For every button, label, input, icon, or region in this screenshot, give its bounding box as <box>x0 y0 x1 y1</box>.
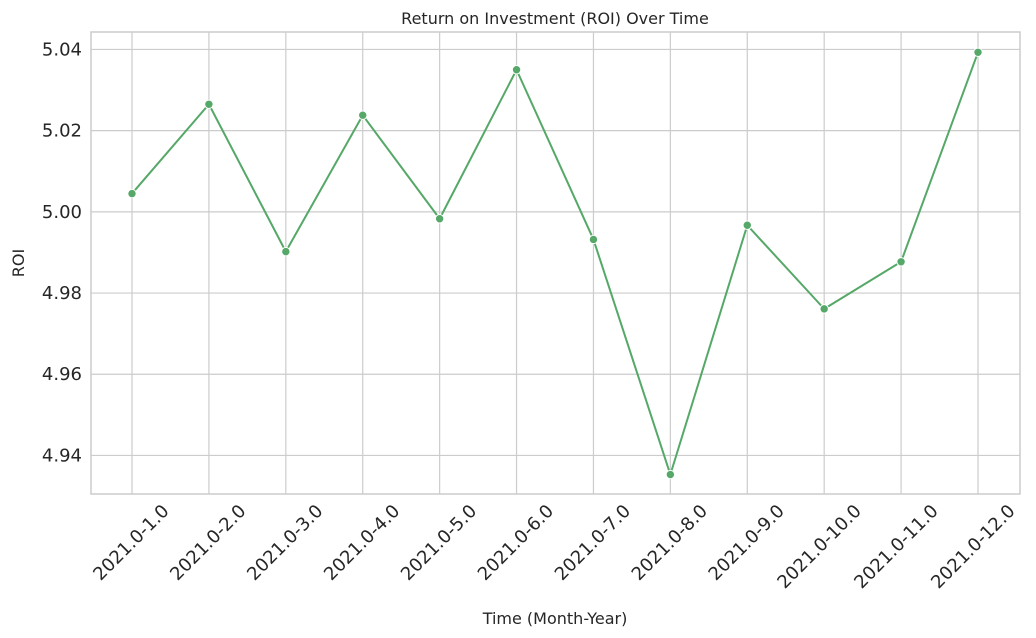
data-point <box>281 246 291 257</box>
data-point <box>358 110 368 120</box>
x-tick-label: 2021.0-9.0 <box>705 501 789 585</box>
y-axis-label: ROI <box>9 249 28 277</box>
chart-title: Return on Investment (ROI) Over Time <box>401 9 709 28</box>
x-tick-label: 2021.0-5.0 <box>397 501 481 585</box>
x-tick-label: 2021.0-3.0 <box>243 501 327 585</box>
x-axis-label: Time (Month-Year) <box>482 609 628 628</box>
y-tick-label: 4.94 <box>42 445 82 466</box>
data-point <box>742 220 752 230</box>
data-point <box>973 47 983 57</box>
x-tick-labels: 2021.0-1.02021.0-2.02021.0-3.02021.0-4.0… <box>89 501 1019 593</box>
plot-frame <box>90 31 1021 495</box>
x-tick-label: 2021.0-4.0 <box>320 501 404 585</box>
y-tick-label: 5.02 <box>42 121 82 142</box>
data-point <box>896 257 906 267</box>
series-line <box>131 51 979 476</box>
data-point <box>127 188 137 199</box>
x-tick-label: 2021.0-6.0 <box>474 501 558 585</box>
x-tick-label: 2021.0-2.0 <box>166 501 250 585</box>
data-point <box>511 65 522 75</box>
y-tick-label: 5.04 <box>42 39 82 60</box>
data-point <box>588 234 599 245</box>
series-layer <box>127 47 983 480</box>
data-point <box>434 214 445 224</box>
y-tick-label: 4.96 <box>42 364 82 385</box>
x-tick-label: 2021.0-7.0 <box>551 501 635 585</box>
data-point <box>204 99 214 109</box>
y-tick-label: 4.98 <box>42 283 82 304</box>
data-point <box>819 304 829 314</box>
x-tick-label: 2021.0-8.0 <box>628 501 712 585</box>
y-tick-labels: 4.94 4.96 4.98 5.00 5.02 5.04 <box>42 39 82 466</box>
x-tick-label: 2021.0-1.0 <box>89 501 173 585</box>
y-tick-label: 5.00 <box>42 202 82 223</box>
data-point <box>665 469 676 480</box>
grid-lines <box>91 32 1020 494</box>
